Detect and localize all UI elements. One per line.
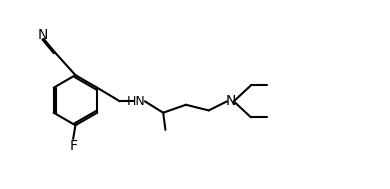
Text: F: F bbox=[69, 139, 77, 153]
Text: HN: HN bbox=[126, 95, 145, 108]
Text: N: N bbox=[37, 28, 48, 42]
Text: N: N bbox=[226, 94, 236, 108]
